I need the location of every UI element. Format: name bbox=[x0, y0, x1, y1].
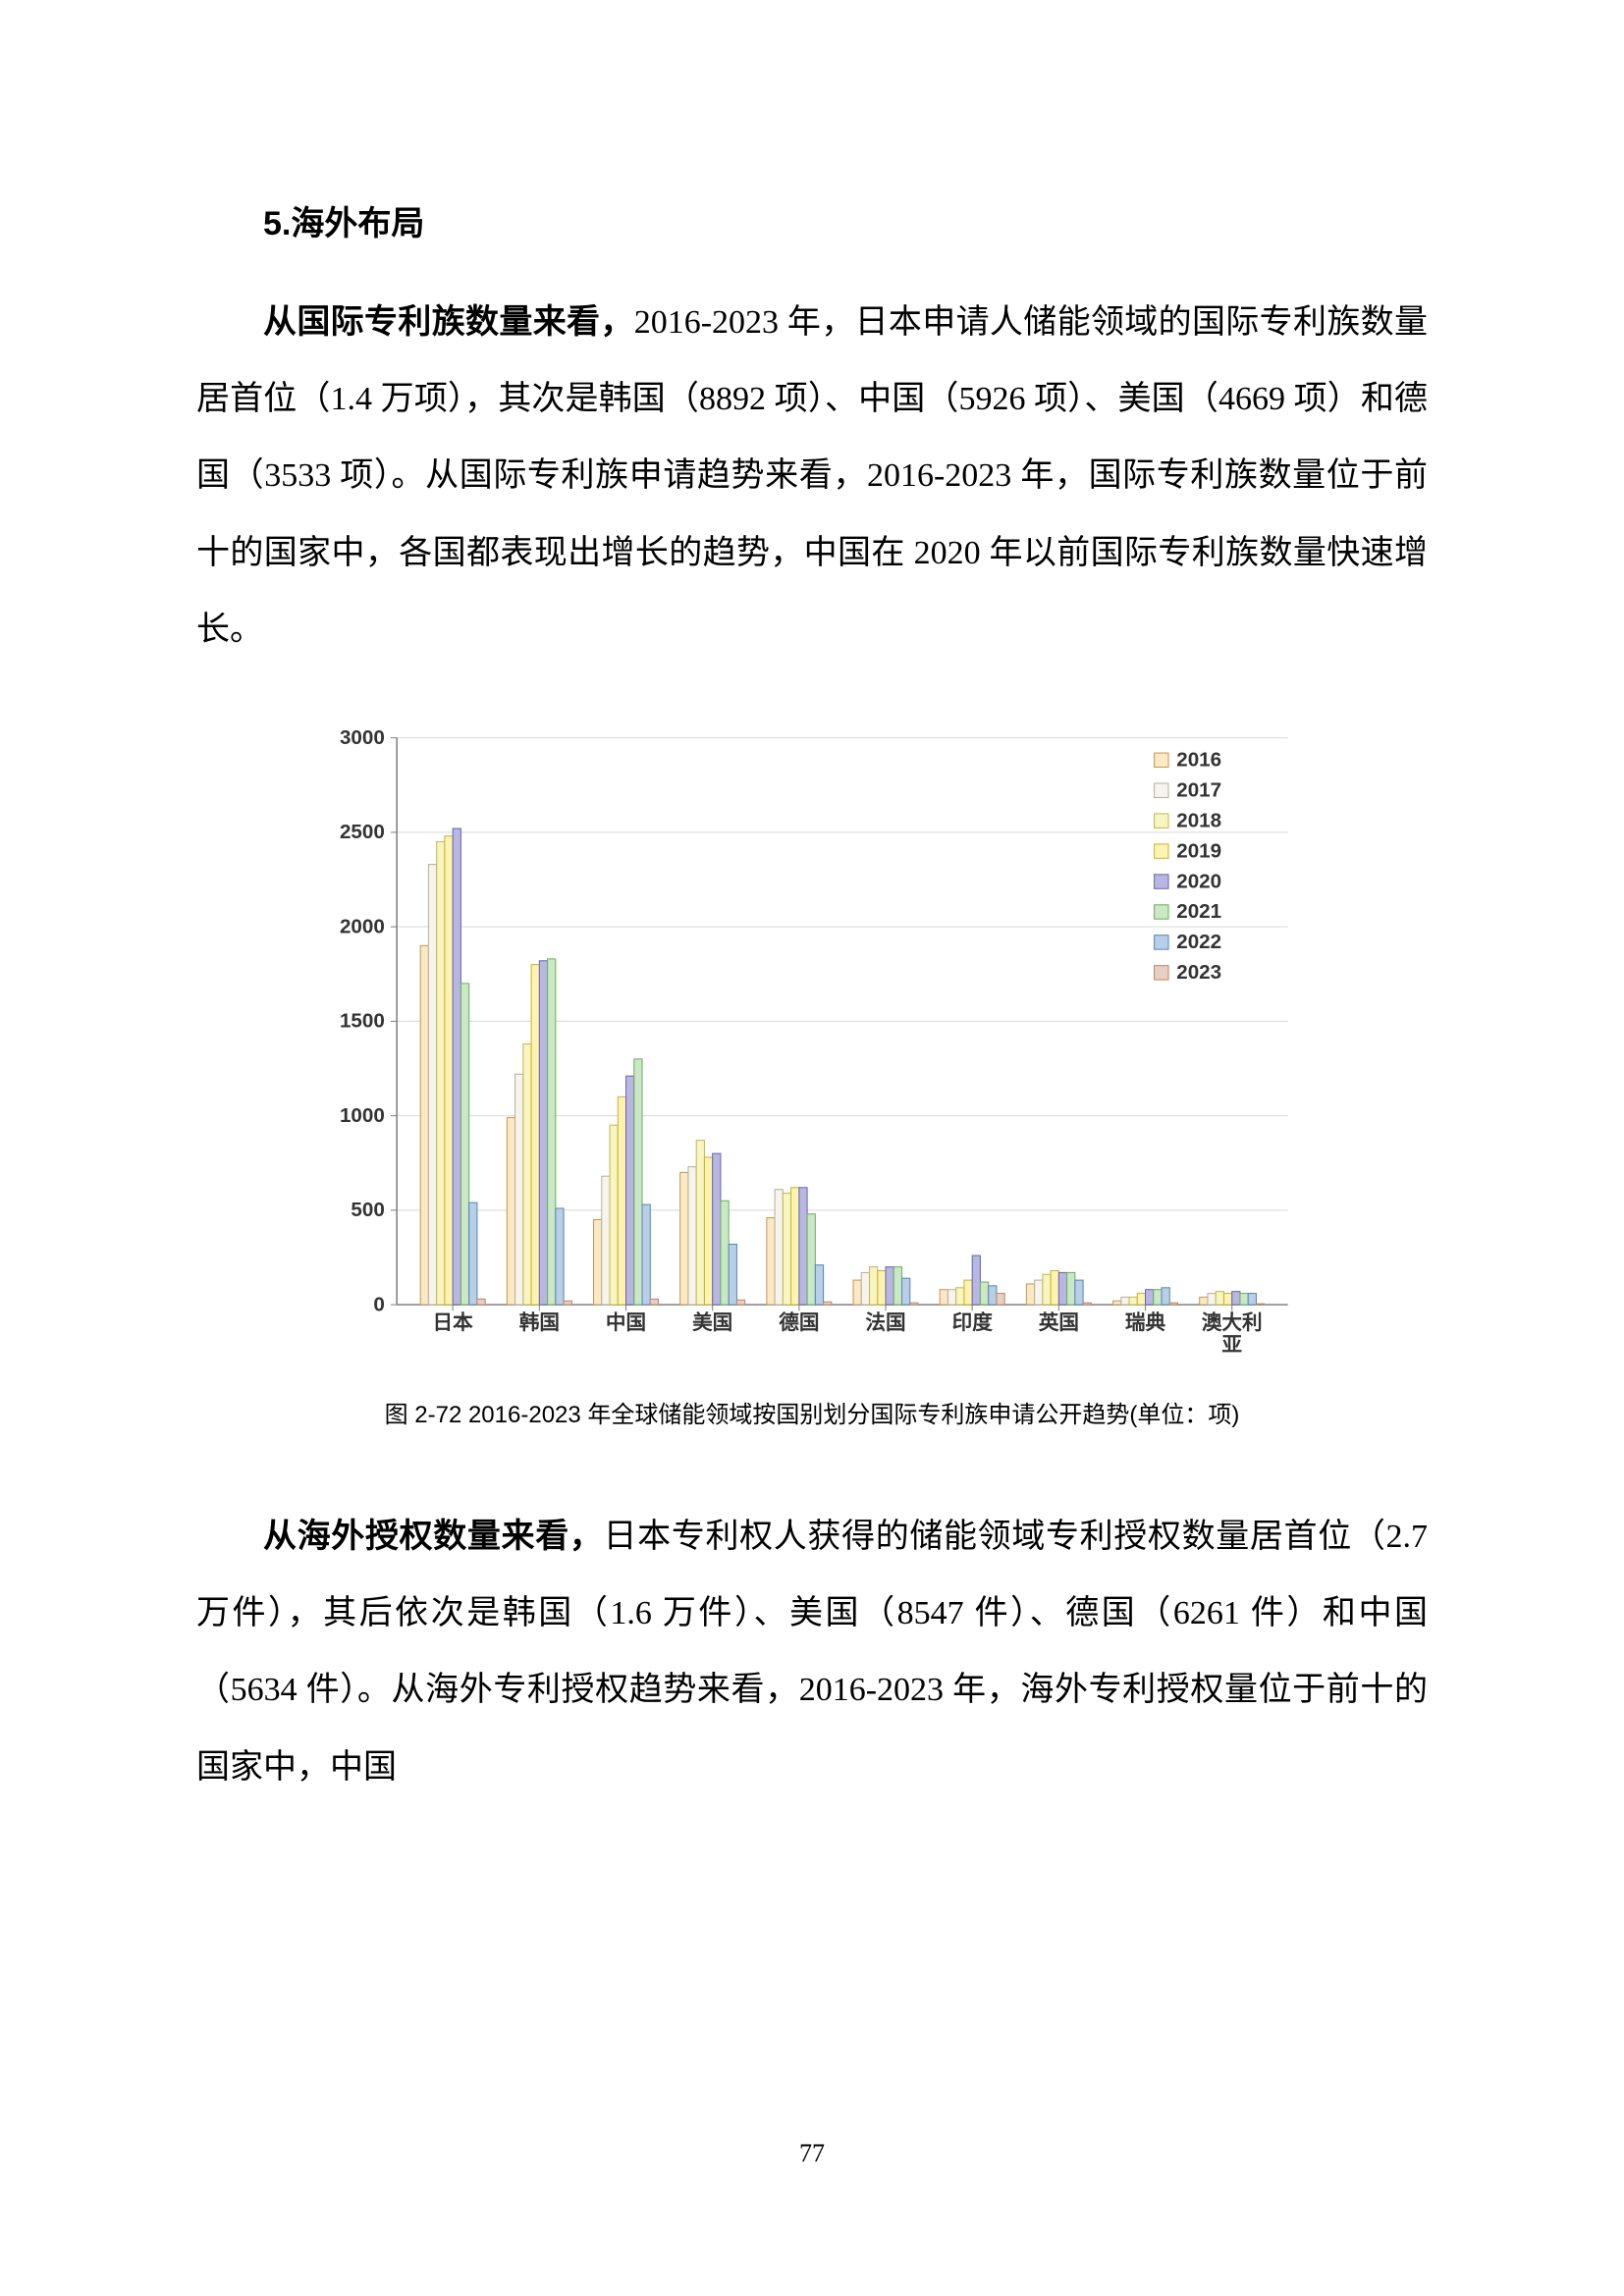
svg-text:1000: 1000 bbox=[340, 1104, 385, 1127]
svg-text:1500: 1500 bbox=[340, 1010, 385, 1033]
svg-text:2017: 2017 bbox=[1176, 778, 1221, 801]
svg-text:韩国: 韩国 bbox=[519, 1310, 560, 1334]
paragraph-1: 从国际专利族数量来看，2016-2023 年，日本申请人储能领域的国际专利族数量… bbox=[196, 284, 1428, 668]
svg-text:2022: 2022 bbox=[1176, 931, 1221, 953]
svg-text:中国: 中国 bbox=[606, 1310, 646, 1334]
section-heading: 5.海外布局 bbox=[196, 196, 1428, 244]
paragraph-1-body: 2016-2023 年，日本申请人储能领域的国际专利族数量居首位（1.4 万项）… bbox=[196, 304, 1428, 648]
svg-text:2016: 2016 bbox=[1176, 748, 1221, 771]
svg-text:2019: 2019 bbox=[1176, 839, 1221, 862]
chart-caption: 图 2-72 2016-2023 年全球储能领域按国别划分国际专利族申请公开趋势… bbox=[196, 1395, 1428, 1429]
paragraph-2: 从海外授权数量来看，日本专利权人获得的储能领域专利授权数量居首位（2.7 万件）… bbox=[196, 1498, 1428, 1806]
svg-text:500: 500 bbox=[351, 1199, 384, 1221]
svg-text:2018: 2018 bbox=[1176, 809, 1221, 831]
svg-text:印度: 印度 bbox=[952, 1310, 994, 1334]
svg-text:2500: 2500 bbox=[340, 821, 385, 843]
svg-text:3000: 3000 bbox=[340, 726, 385, 749]
svg-text:英国: 英国 bbox=[1039, 1310, 1079, 1334]
svg-text:2021: 2021 bbox=[1176, 900, 1221, 923]
svg-text:亚: 亚 bbox=[1221, 1334, 1242, 1357]
svg-text:瑞典: 瑞典 bbox=[1125, 1310, 1166, 1334]
page-container: 5.海外布局 从国际专利族数量来看，2016-2023 年，日本申请人储能领域的… bbox=[0, 0, 1624, 2296]
svg-text:德国: 德国 bbox=[779, 1310, 819, 1334]
paragraph-2-lead: 从海外授权数量来看， bbox=[263, 1518, 604, 1555]
svg-text:2023: 2023 bbox=[1176, 961, 1221, 984]
bar-chart: 0 500 1000 1500 2000 2500 3000 日本 韩国 中国 美国 德国 法国 印度 英国… bbox=[272, 718, 1352, 1365]
page-number: 77 bbox=[0, 2139, 1624, 2168]
svg-text:0: 0 bbox=[373, 1293, 384, 1315]
svg-text:澳大利: 澳大利 bbox=[1202, 1310, 1263, 1334]
svg-text:法国: 法国 bbox=[865, 1310, 905, 1334]
svg-text:美国: 美国 bbox=[692, 1310, 732, 1334]
svg-text:2020: 2020 bbox=[1176, 870, 1221, 892]
chart-container: 0 500 1000 1500 2000 2500 3000 日本 韩国 中国 美国 德国 法国 印度 英国… bbox=[272, 718, 1352, 1365]
svg-text:日本: 日本 bbox=[433, 1311, 474, 1334]
paragraph-2-body: 日本专利权人获得的储能领域专利授权数量居首位（2.7 万件），其后依次是韩国（1… bbox=[196, 1519, 1428, 1786]
paragraph-1-lead: 从国际专利族数量来看， bbox=[263, 303, 634, 341]
svg-text:2000: 2000 bbox=[340, 915, 385, 937]
